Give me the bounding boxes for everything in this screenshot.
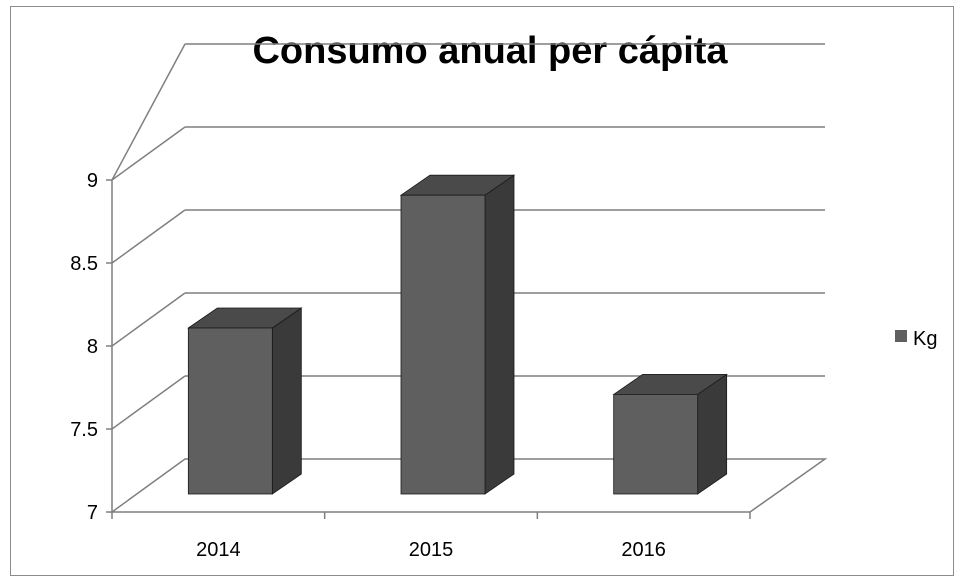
x-tick-label-2014: 2014	[196, 539, 241, 561]
legend-label-kg: Kg	[913, 328, 937, 350]
y-tick-label-9: 9	[87, 170, 98, 192]
axes	[106, 179, 751, 519]
bar-side-2014	[271, 307, 302, 495]
legend-swatch	[895, 330, 907, 342]
bar-front-2015	[400, 194, 486, 495]
bar-side-2016	[697, 373, 728, 495]
y-tick-label-8: 8	[87, 336, 98, 358]
side-gridline-9	[111, 126, 186, 181]
y-tick-label-7: 7	[87, 502, 98, 524]
side-gridline-top	[111, 43, 186, 181]
y-tick-label-8.5: 8.5	[70, 253, 98, 275]
tick-labels: 7 7.5 8 8.5 9 2014 2015 2016	[70, 170, 666, 561]
side-gridline-8.5	[111, 209, 186, 264]
bar-side-2015	[484, 174, 515, 495]
bar-2015	[399, 174, 516, 495]
bars	[187, 174, 728, 495]
side-gridline-8	[111, 292, 186, 347]
legend: Kg	[895, 328, 937, 350]
x-tick-label-2016: 2016	[621, 539, 666, 561]
bar-2014	[187, 307, 303, 495]
x-tick-label-2015: 2015	[409, 539, 454, 561]
side-gridline-7.5	[111, 375, 186, 430]
bar-2016	[612, 373, 728, 495]
chart-title: Consumo anual per cápita	[252, 30, 728, 72]
bar-front-2014	[187, 327, 273, 495]
y-tick-label-7.5: 7.5	[70, 419, 98, 441]
bar-front-2016	[613, 393, 699, 495]
